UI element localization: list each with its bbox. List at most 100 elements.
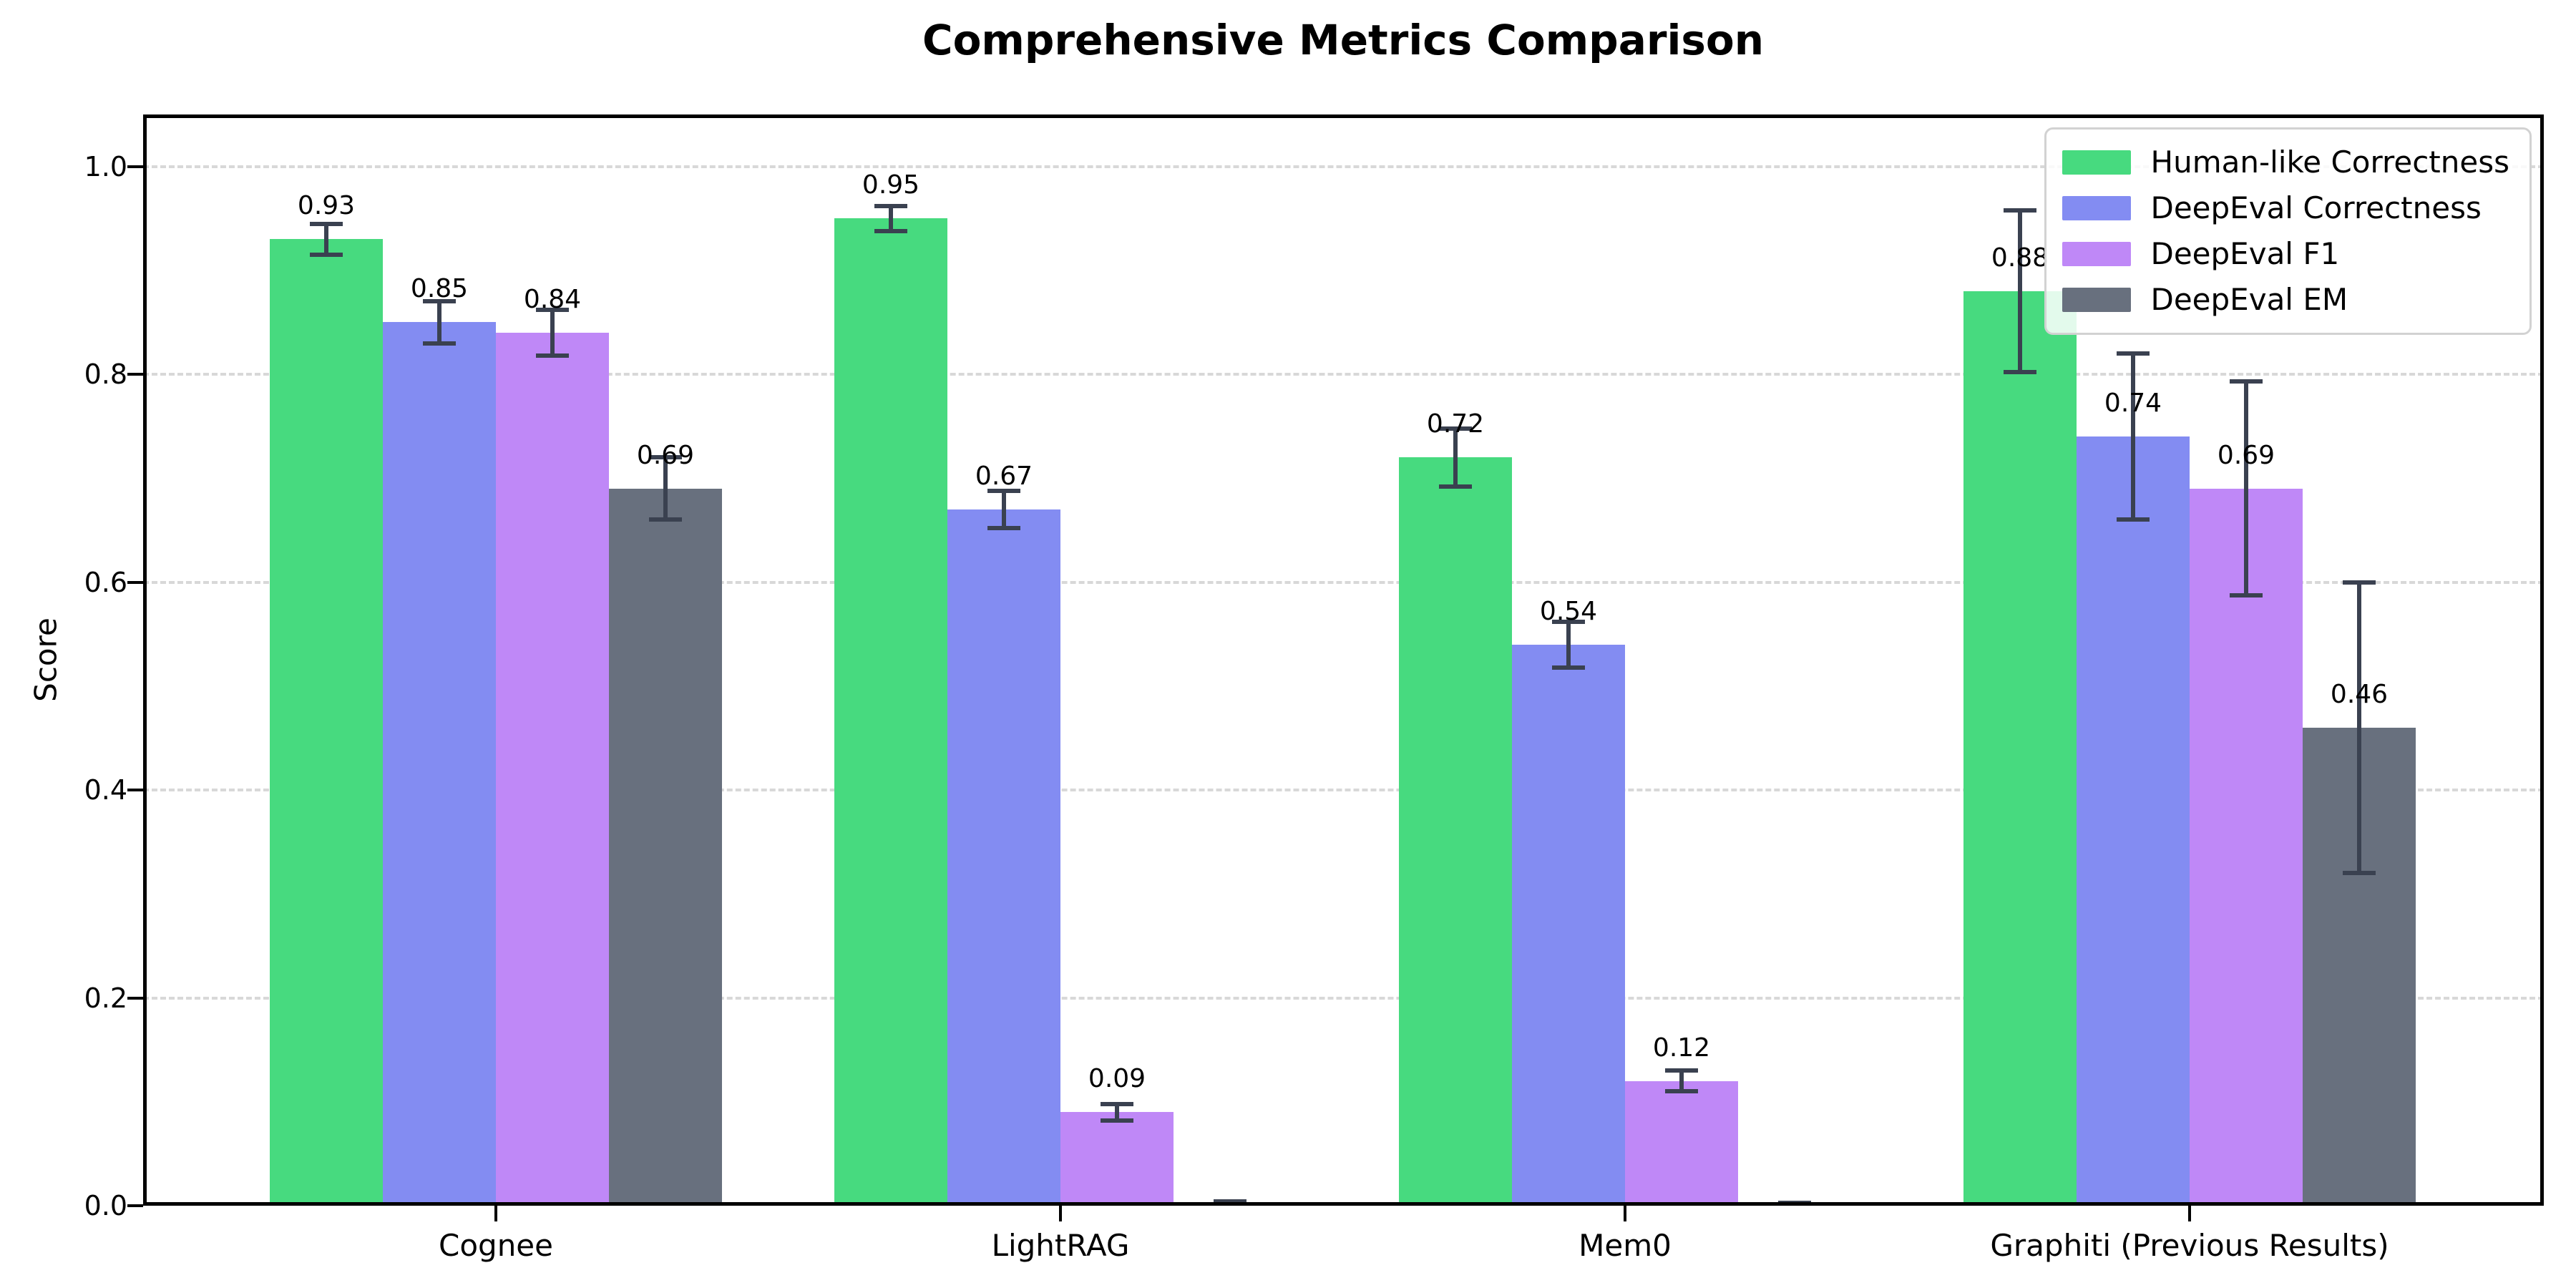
bar-value-label: 0.09 [1088,1064,1146,1094]
error-bar-line [663,457,668,520]
y-tick-mark [127,165,143,168]
bar-value-label: 0.69 [2217,440,2275,470]
legend-swatch-green [2062,150,2131,175]
error-bar-line [2018,210,2022,373]
error-bar-cap [2117,351,2150,356]
bar-value-label: 0.84 [523,285,582,314]
bar-value-label: 0.72 [1426,409,1485,439]
error-bar-line [1566,621,1571,668]
error-bar-cap [310,221,343,226]
error-bar-line [2244,381,2248,596]
legend-item: DeepEval F1 [2062,234,2510,274]
error-bar-cap [1552,619,1585,624]
bar-value-label: 0.67 [975,461,1033,491]
gridline [143,789,2544,791]
x-tick-mark [1624,1206,1626,1221]
legend-swatch-blue [2062,196,2131,220]
bar-value-label: 0.54 [1539,596,1598,626]
bar-0-1 [834,218,947,1206]
category-label-mem0: Mem0 [1579,1228,1672,1263]
error-bar-cap [536,353,569,358]
legend-swatch-purple [2062,242,2131,266]
x-tick-mark [2188,1206,2191,1221]
y-tick-label: 1.0 [84,151,127,182]
bar-2-2 [1625,1080,1738,1206]
error-bar-line [1115,1103,1119,1121]
error-bar-cap [874,203,907,208]
bar-1-3 [2077,436,2190,1206]
error-bar-cap [1101,1101,1133,1106]
error-bar-line [1453,428,1458,487]
category-label-graphiti: Graphiti (Previous Results) [1990,1228,2389,1263]
error-bar-cap [987,526,1020,531]
legend-label: DeepEval Correctness [2150,190,2482,225]
legend-label: DeepEval EM [2150,282,2348,317]
legend-item: Human-like Correctness [2062,142,2510,182]
error-bar-cap [1552,665,1585,670]
error-bar-cap [1439,484,1472,489]
bar-0-3 [1963,291,2077,1206]
y-tick-label: 0.8 [84,358,127,390]
legend-label: Human-like Correctness [2150,145,2510,180]
y-tick-mark [127,997,143,1000]
y-tick-mark [127,373,143,376]
error-bar-line [1679,1070,1684,1092]
legend-label: DeepEval F1 [2150,236,2340,271]
error-bar-cap [1665,1068,1698,1073]
error-bar-cap [987,488,1020,493]
legend: Human-like Correctness DeepEval Correctn… [2044,127,2532,335]
gridline [143,997,2544,1000]
category-label-lightrag: LightRAG [991,1228,1130,1263]
error-bar-cap [1665,1089,1698,1094]
error-bar-line [550,310,555,356]
error-bar-cap [2343,580,2376,585]
y-tick-label: 0.6 [84,567,127,598]
error-bar-cap [2004,370,2036,375]
error-bar-cap [1101,1118,1133,1123]
error-bar-cap [423,299,456,304]
y-axis-label: Score [28,618,64,702]
bar-1-0 [383,322,496,1206]
error-bar-cap [1214,1199,1246,1204]
y-tick-mark [127,581,143,584]
bar-0-0 [270,239,383,1206]
bar-1-1 [947,509,1060,1206]
bar-value-label: 0.93 [297,191,356,221]
error-bar-line [889,205,893,231]
bar-3-0 [609,488,722,1206]
bar-2-0 [496,333,609,1206]
error-bar-cap [1439,426,1472,431]
error-bar-cap [2230,379,2263,384]
error-bar-line [324,223,328,255]
grid-layer [143,114,2544,1206]
error-bar-cap [310,253,343,258]
error-bar-cap [423,341,456,346]
error-bar-cap [1778,1200,1811,1205]
bar-value-label: 0.46 [2330,679,2389,709]
error-bar-line [2357,582,2361,874]
bar-value-label: 0.12 [1652,1033,1711,1063]
error-bar-cap [649,517,682,522]
legend-item: DeepEval EM [2062,280,2510,320]
bar-value-label: 0.69 [636,440,695,470]
chart-title: Comprehensive Metrics Comparison [922,16,1764,64]
bar-value-label: 0.85 [410,274,469,304]
error-bar-line [437,301,441,343]
y-tick-label: 0.2 [84,982,127,1014]
x-tick-mark [1059,1206,1062,1221]
x-tick-mark [494,1206,497,1221]
error-bar-line [1002,490,1006,529]
error-bar-cap [2117,517,2150,522]
error-bar-cap [2230,593,2263,598]
bars-layer: 0.93 0.95 0.72 0.88 0.85 0.67 0.54 0.74 0.84 0.09… [143,114,2544,1206]
bar-2-3 [2190,488,2303,1206]
legend-item: DeepEval Correctness [2062,188,2510,228]
legend-swatch-gray [2062,288,2131,312]
y-tick-label: 0.0 [84,1190,127,1221]
error-bar-cap [874,228,907,233]
bar-value-label: 0.88 [1991,243,2049,273]
error-bar-cap [536,308,569,313]
gridline [143,373,2544,376]
gridline [143,581,2544,584]
